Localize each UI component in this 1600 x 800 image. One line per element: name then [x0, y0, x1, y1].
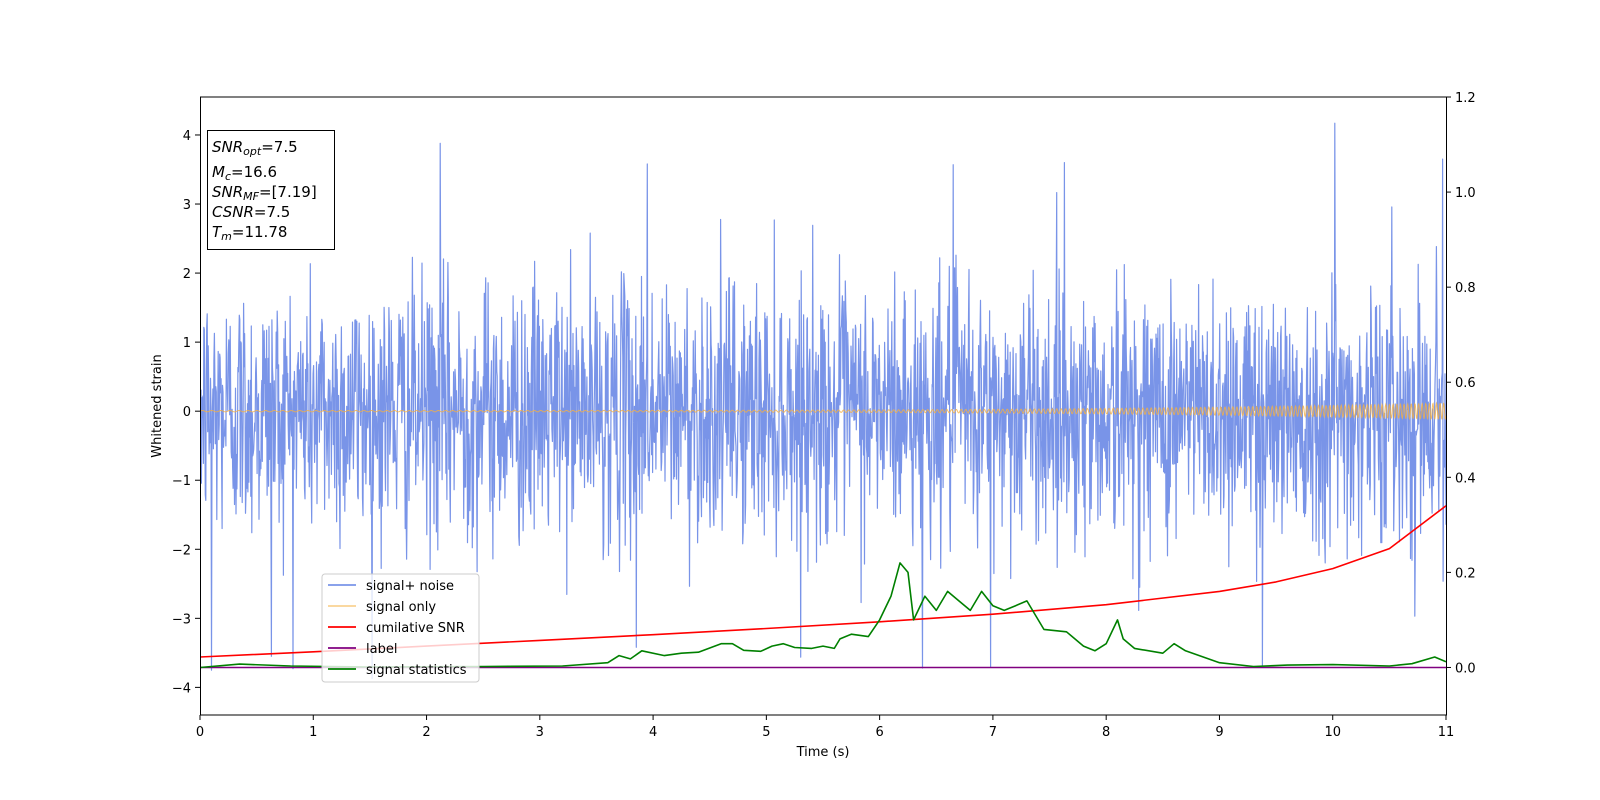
- annotation-line: SNRopt=7.5: [212, 138, 298, 158]
- y-left-tick-label: −2: [172, 543, 191, 558]
- x-tick-label: 5: [762, 725, 770, 740]
- x-tick-label: 11: [1438, 725, 1455, 740]
- y-left-tick-label: 0: [183, 405, 191, 420]
- y-left-tick-label: 2: [183, 267, 191, 282]
- y-left-tick-label: −4: [172, 681, 191, 696]
- annotation-line: SNRMF=[7.19]: [212, 183, 317, 203]
- y-axis-label: Whitened strain: [150, 354, 165, 457]
- y-left-tick-label: 1: [183, 336, 191, 351]
- annotation-line: Tm=11.78: [212, 223, 287, 243]
- y-left-tick-label: −3: [172, 612, 191, 627]
- y-left-tick-label: 4: [183, 129, 191, 144]
- y-left-tick-label: 3: [183, 198, 191, 213]
- legend-label: label: [366, 642, 397, 657]
- x-tick-label: 4: [649, 725, 657, 740]
- signal-only-line: [200, 401, 1446, 421]
- legend-label: signal+ noise: [366, 579, 454, 594]
- series-line: [200, 562, 1446, 669]
- y-right-tick-label: 0.4: [1455, 471, 1476, 486]
- y-left-tick-label: −1: [172, 474, 191, 489]
- legend: signal+ noise signal only cumilative SNR la…: [321, 573, 480, 683]
- y-right-tick-label: 0.6: [1455, 376, 1476, 391]
- legend-label: signal only: [366, 600, 436, 615]
- plot-frame: [200, 96, 1447, 716]
- x-tick-label: 3: [536, 725, 544, 740]
- y-right-tick-label: 0.8: [1455, 281, 1476, 296]
- x-tick-label: 2: [422, 725, 430, 740]
- x-tick-label: 6: [875, 725, 883, 740]
- y-right-tick-label: 0.0: [1455, 661, 1476, 676]
- legend-label: cumilative SNR: [366, 621, 465, 636]
- annotation-line: Mc=16.6: [212, 163, 277, 183]
- series-signal-noise: [200, 122, 1446, 680]
- y-right-tick-label: 1.0: [1455, 186, 1476, 201]
- legend-label: signal statistics: [366, 663, 467, 678]
- x-tick-label: 0: [196, 725, 204, 740]
- y-right-tick-label: 0.2: [1455, 566, 1476, 581]
- x-axis-label: Time (s): [796, 745, 850, 760]
- signal-noise-line: [200, 122, 1446, 680]
- x-tick-label: 1: [309, 725, 317, 740]
- x-tick-label: 10: [1324, 725, 1341, 740]
- series-signal-only: [200, 401, 1446, 421]
- series-signal-statistics: [200, 562, 1446, 669]
- annotation-line: CSNR=7.5: [212, 203, 290, 221]
- x-tick-label: 9: [1215, 725, 1223, 740]
- y-right-tick-label: 1.2: [1455, 91, 1476, 106]
- x-tick-label: 8: [1102, 725, 1110, 740]
- x-tick-label: 7: [989, 725, 997, 740]
